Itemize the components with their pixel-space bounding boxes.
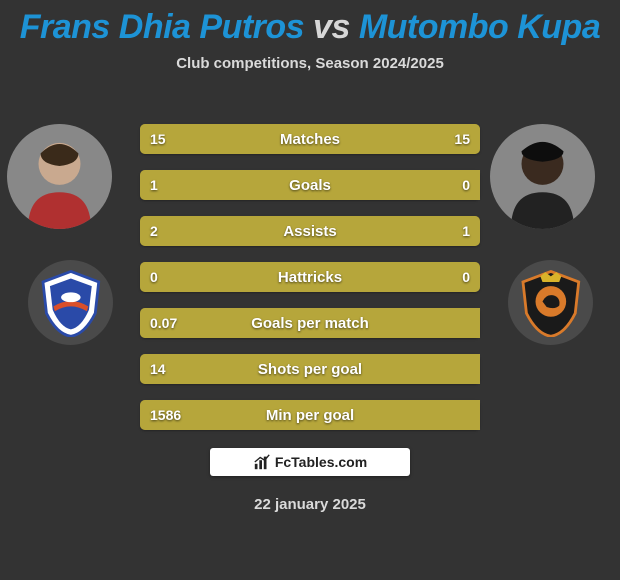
club-shield-icon [516,268,586,338]
bar-fill-left [140,400,480,430]
page-title: Frans Dhia Putros vs Mutombo Kupa [0,0,620,47]
stat-value-right: 0 [462,170,470,200]
stat-value-right: 15 [454,124,470,154]
bar-fill-left [140,170,480,200]
stat-value-right: 1 [462,216,470,246]
bar-fill-left [140,308,480,338]
stat-value-left: 15 [150,124,166,154]
player2-club-badge [508,260,593,345]
stat-row: 14Shots per goal [140,354,480,384]
chart-icon [253,453,271,471]
comparison-bars: 1515Matches10Goals21Assists00Hattricks0.… [140,124,480,446]
stat-value-left: 0 [150,262,158,292]
bar-fill-left [140,216,368,246]
stat-value-left: 14 [150,354,166,384]
stat-value-left: 1 [150,170,158,200]
title-player1: Frans Dhia Putros [20,8,304,46]
logo-text: FcTables.com [275,454,367,470]
stat-value-left: 0.07 [150,308,177,338]
date-text: 22 january 2025 [0,496,620,513]
bar-fill-right [310,262,480,292]
stat-value-right: 0 [462,262,470,292]
title-vs: vs [313,8,350,46]
stat-row: 21Assists [140,216,480,246]
stat-value-left: 1586 [150,400,181,430]
site-logo: FcTables.com [210,448,410,476]
stat-row: 1515Matches [140,124,480,154]
title-player2: Mutombo Kupa [359,8,600,46]
bar-fill-left [140,262,310,292]
stat-row: 0.07Goals per match [140,308,480,338]
person-icon [7,124,112,229]
player2-avatar [490,124,595,229]
stat-value-left: 2 [150,216,158,246]
player1-club-badge [28,260,113,345]
club-shield-icon [36,268,106,338]
subtitle: Club competitions, Season 2024/2025 [0,55,620,72]
stat-row: 10Goals [140,170,480,200]
bar-fill-left [140,354,480,384]
person-icon [490,124,595,229]
stat-row: 1586Min per goal [140,400,480,430]
stat-row: 00Hattricks [140,262,480,292]
player1-avatar [7,124,112,229]
